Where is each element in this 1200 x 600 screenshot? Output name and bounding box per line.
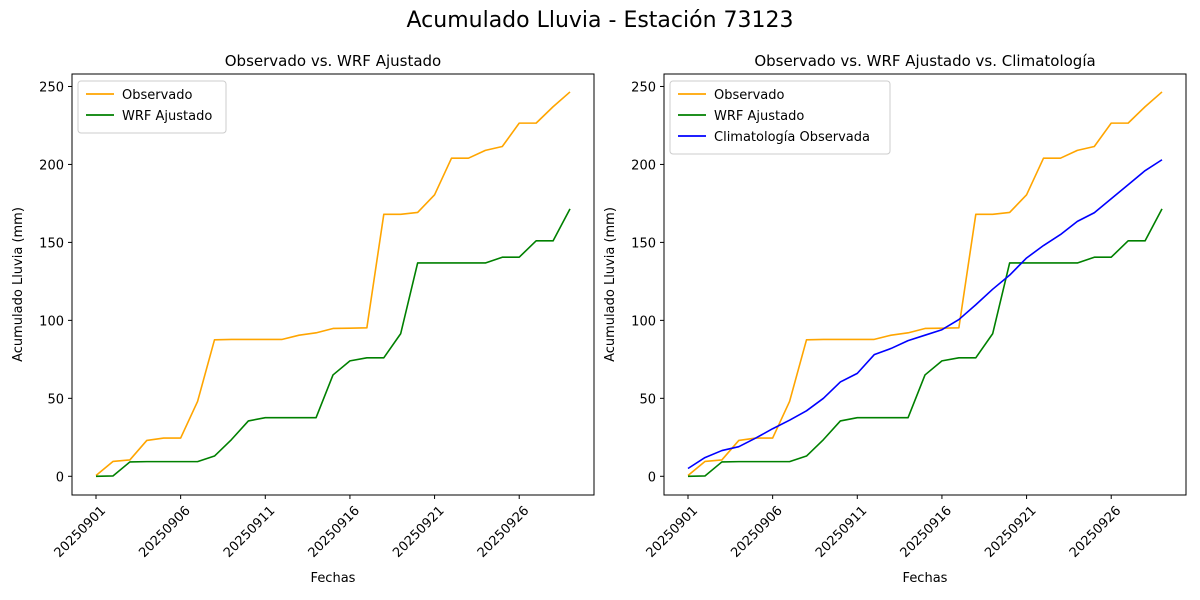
y-tick-label: 150: [39, 236, 64, 251]
x-tick-label: 20250916: [898, 503, 955, 560]
legend-label: WRF Ajustado: [714, 109, 804, 124]
series-line-wrf: [95, 208, 571, 478]
x-tick-label: 20250901: [52, 503, 109, 560]
chart-title: Observado vs. WRF Ajustado: [225, 52, 441, 70]
legend-label: Observado: [714, 88, 785, 103]
y-tick-label: 100: [39, 314, 64, 329]
x-tick-label: 20250911: [813, 503, 870, 560]
x-tick-label: 20250926: [1067, 503, 1124, 560]
plot-frame: [71, 73, 595, 496]
legend-label: Observado: [122, 88, 193, 103]
chart-title: Observado vs. WRF Ajustado vs. Climatolo…: [754, 52, 1095, 70]
x-tick-label: 20250911: [221, 503, 278, 560]
x-axis-label: Fechas: [903, 571, 948, 586]
x-tick-label: 20250921: [982, 503, 1039, 560]
y-tick-label: 0: [648, 470, 656, 485]
y-tick-label: 0: [56, 470, 64, 485]
x-axis-label: Fechas: [311, 571, 356, 586]
y-tick-label: 50: [639, 392, 656, 407]
legend-box: [77, 80, 227, 134]
y-tick-label: 100: [631, 314, 656, 329]
legend-box: [669, 80, 891, 155]
x-tick-label: 20250906: [728, 503, 785, 560]
chart-panel-2: 0 50 100 150 200 250 20250901 20250906 20250911 2…: [603, 52, 1187, 586]
x-tick-label: 20250921: [390, 503, 447, 560]
y-tick-label: 250: [39, 80, 64, 95]
series-line-clima: [687, 159, 1163, 470]
series-line-wrf: [687, 208, 1163, 478]
legend-label: WRF Ajustado: [122, 109, 212, 124]
x-tick-label: 20250926: [475, 503, 532, 560]
x-tick-label: 20250916: [306, 503, 363, 560]
x-tick-label: 20250906: [136, 503, 193, 560]
series-line-observado: [95, 91, 571, 477]
y-tick-label: 250: [631, 80, 656, 95]
y-tick-label: 200: [631, 158, 656, 173]
x-tick-label: 20250901: [644, 503, 701, 560]
legend-label: Climatología Observada: [714, 130, 870, 145]
plot-frame: [663, 73, 1187, 496]
series-line-observado: [687, 91, 1163, 477]
y-tick-label: 150: [631, 236, 656, 251]
y-tick-label: 200: [39, 158, 64, 173]
chart-panel-1: 0 50 100 150 200 250 20250901 20250906 20250911 2…: [11, 52, 595, 586]
y-axis-label: Acumulado Lluvia (mm): [603, 207, 618, 362]
y-tick-label: 50: [47, 392, 64, 407]
y-axis-label: Acumulado Lluvia (mm): [11, 207, 26, 362]
figure-title: Acumulado Lluvia - Estación 73123: [406, 8, 794, 33]
